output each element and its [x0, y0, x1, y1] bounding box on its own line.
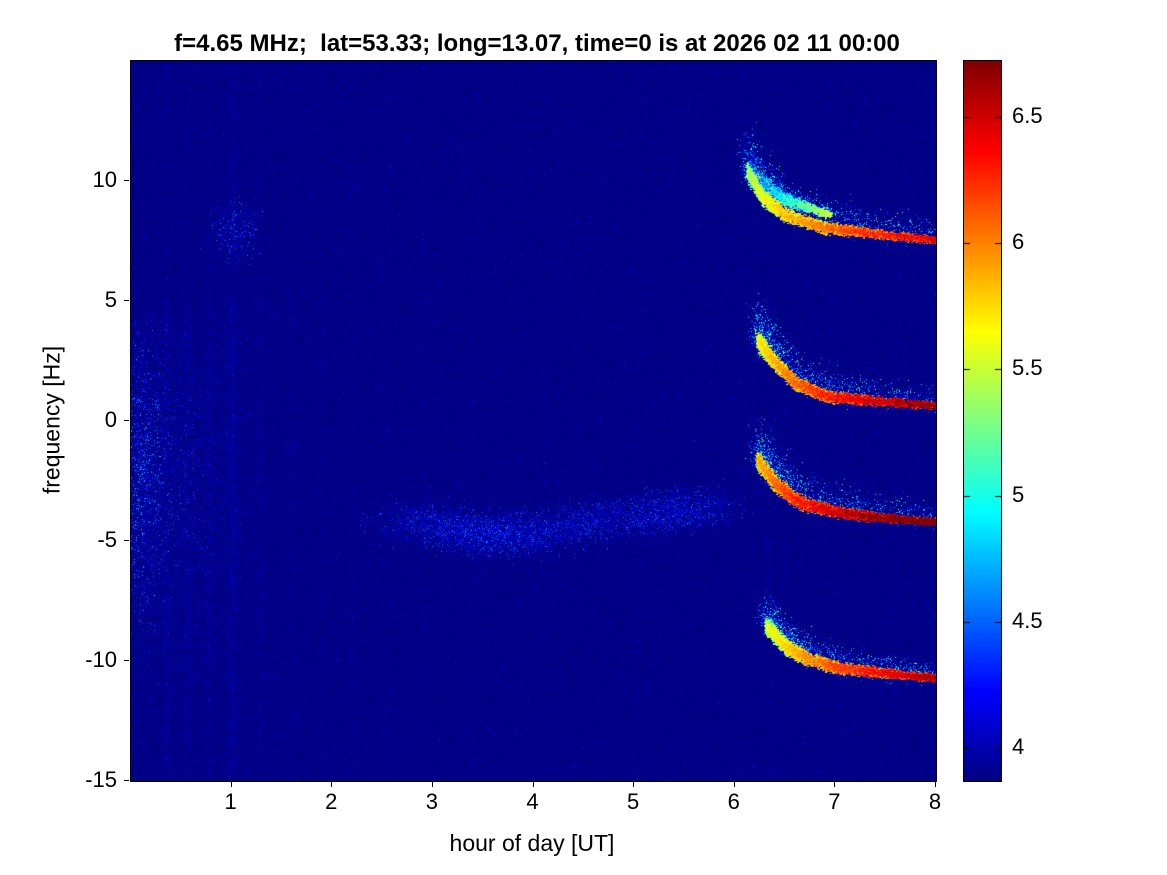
tick-mark [124, 780, 129, 781]
x-tick-label: 3 [425, 789, 438, 814]
y-tick-label: -10 [85, 647, 117, 672]
tick-mark [124, 300, 129, 301]
y-tick-label: -5 [97, 527, 117, 552]
y-tick-label: -15 [85, 767, 117, 792]
tick-mark [124, 540, 129, 541]
plot-title: f=4.65 MHz; lat=53.33; long=13.07, time=… [174, 30, 900, 57]
x-tick-label: 2 [325, 789, 338, 814]
x-tick-label: 7 [828, 789, 841, 814]
x-axis-label: hour of day [UT] [449, 830, 615, 856]
colorbar [963, 60, 1002, 782]
tick-mark [230, 782, 232, 787]
colorbar-tick-label: 6.5 [1012, 102, 1043, 128]
x-tick-label: 6 [727, 789, 740, 814]
colorbar-tick-label: 4.5 [1012, 607, 1043, 633]
tick-mark [124, 420, 129, 421]
plot-area [130, 60, 937, 782]
x-tick-label: 1 [224, 789, 237, 814]
tick-mark [633, 782, 635, 787]
colorbar-tick-label: 5.5 [1012, 355, 1043, 381]
spectrogram-canvas [131, 61, 936, 781]
tick-mark [834, 782, 836, 787]
colorbar-canvas [964, 61, 1001, 781]
tick-mark [331, 782, 333, 787]
tick-mark [124, 660, 129, 661]
tick-mark [431, 782, 433, 787]
x-tick-label: 5 [627, 789, 640, 814]
tick-mark [733, 782, 735, 787]
y-tick-label: 0 [104, 407, 117, 432]
x-tick-label: 4 [526, 789, 539, 814]
tick-mark [124, 180, 129, 181]
tick-mark [935, 782, 936, 787]
x-tick-label: 8 [928, 789, 942, 814]
colorbar-tick-label: 5 [1012, 481, 1025, 507]
y-tick-label: 10 [92, 167, 117, 192]
colorbar-tick-label: 4 [1012, 734, 1025, 760]
y-axis-label: frequency [Hz] [38, 345, 65, 495]
colorbar-tick-label: 6 [1012, 228, 1025, 254]
tick-mark [532, 782, 534, 787]
y-tick-label: 5 [104, 287, 117, 312]
